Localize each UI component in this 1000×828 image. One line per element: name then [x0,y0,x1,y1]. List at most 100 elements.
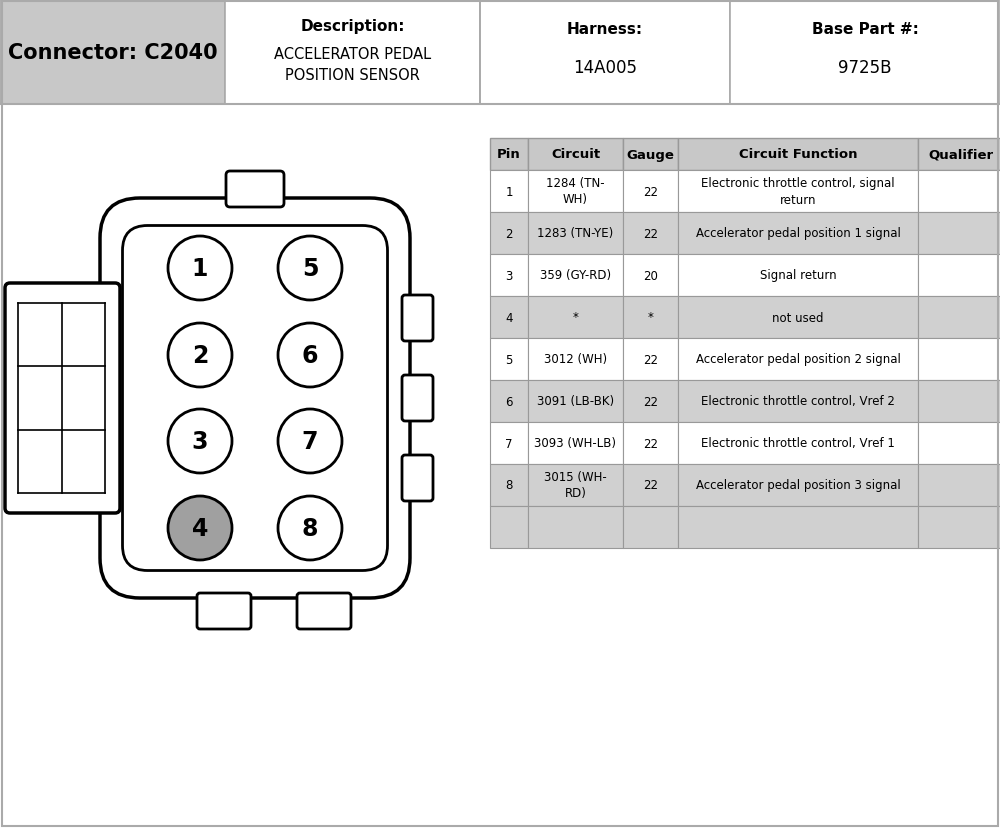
Text: 3012 (WH): 3012 (WH) [544,353,607,366]
Bar [678,507,918,548]
Text: Harness:: Harness: [567,22,643,37]
Text: 4: 4 [505,311,513,324]
Text: Description:: Description: [300,19,405,34]
FancyBboxPatch shape [402,455,433,502]
Text: 6: 6 [505,395,513,408]
Bar [528,171,623,213]
Text: 22: 22 [643,437,658,450]
Bar [678,171,918,213]
Text: Connector: C2040: Connector: C2040 [8,42,217,62]
Bar [623,422,678,465]
Circle shape [168,237,232,301]
Bar [490,139,528,171]
Bar [528,296,623,339]
Text: 1283 (TN-YE): 1283 (TN-YE) [537,227,614,240]
FancyBboxPatch shape [226,171,284,208]
Text: 9725B: 9725B [838,59,892,77]
Bar [678,381,918,422]
Bar [490,465,528,507]
Text: 5: 5 [302,257,318,281]
Text: Electronic throttle control, signal
return: Electronic throttle control, signal retu… [701,177,895,206]
Text: 7: 7 [505,437,513,450]
Text: Accelerator pedal position 1 signal: Accelerator pedal position 1 signal [696,227,900,240]
Text: 22: 22 [643,395,658,408]
Bar [918,339,1000,381]
Bar [623,507,678,548]
Text: 3: 3 [192,430,208,454]
Circle shape [278,324,342,388]
Text: Pin: Pin [497,148,521,161]
FancyBboxPatch shape [297,594,351,629]
Bar [918,465,1000,507]
Text: 1: 1 [505,185,513,198]
Text: 8: 8 [505,479,513,492]
Text: 3015 (WH-
RD): 3015 (WH- RD) [544,471,607,500]
Text: 1284 (TN-
WH): 1284 (TN- WH) [546,177,605,206]
Bar [528,339,623,381]
Text: 8: 8 [302,517,318,541]
Bar [918,507,1000,548]
Bar [490,255,528,296]
Text: 22: 22 [643,185,658,198]
Text: Gauge: Gauge [627,148,674,161]
Bar [490,213,528,255]
Bar [225,0,480,105]
Bar [678,213,918,255]
Circle shape [278,410,342,474]
Text: 20: 20 [643,269,658,282]
Circle shape [168,497,232,561]
Bar [918,296,1000,339]
Text: Circuit Function: Circuit Function [739,148,857,161]
Text: *: * [648,311,653,324]
Text: 7: 7 [302,430,318,454]
Bar [623,255,678,296]
Text: 2: 2 [192,344,208,368]
Bar [0,0,1000,105]
Bar [490,507,528,548]
Bar [918,171,1000,213]
Text: Signal return: Signal return [760,269,836,282]
Text: 359 (GY-RD): 359 (GY-RD) [540,269,611,282]
Text: not used: not used [772,311,824,324]
Text: ACCELERATOR PEDAL
POSITION SENSOR: ACCELERATOR PEDAL POSITION SENSOR [274,47,431,83]
Bar [918,255,1000,296]
Bar [918,381,1000,422]
Bar [490,171,528,213]
Bar [528,381,623,422]
Bar [918,213,1000,255]
FancyBboxPatch shape [402,376,433,421]
Bar [623,381,678,422]
Bar [623,465,678,507]
Bar [918,139,1000,171]
Text: 14A005: 14A005 [573,59,637,77]
Text: 22: 22 [643,227,658,240]
Bar [623,171,678,213]
Bar [678,296,918,339]
Text: 3091 (LB-BK): 3091 (LB-BK) [537,395,614,408]
Text: 3: 3 [505,269,513,282]
Text: Qualifier: Qualifier [928,148,993,161]
Bar [0,0,225,105]
Text: 4: 4 [192,517,208,541]
Bar [730,0,1000,105]
Bar [623,139,678,171]
Bar [480,0,730,105]
FancyBboxPatch shape [197,594,251,629]
Text: Accelerator pedal position 2 signal: Accelerator pedal position 2 signal [696,353,900,366]
Text: 6: 6 [302,344,318,368]
FancyBboxPatch shape [100,199,410,599]
Text: 22: 22 [643,479,658,492]
Circle shape [168,410,232,474]
Bar [678,422,918,465]
Bar [623,213,678,255]
Text: 5: 5 [505,353,513,366]
Text: Base Part #:: Base Part #: [812,22,918,37]
Bar [528,422,623,465]
Text: Circuit: Circuit [551,148,600,161]
Text: Electronic throttle control, Vref 2: Electronic throttle control, Vref 2 [701,395,895,408]
Text: Accelerator pedal position 3 signal: Accelerator pedal position 3 signal [696,479,900,492]
Circle shape [168,324,232,388]
Bar [528,465,623,507]
Bar [528,255,623,296]
Text: Electronic throttle control, Vref 1: Electronic throttle control, Vref 1 [701,437,895,450]
